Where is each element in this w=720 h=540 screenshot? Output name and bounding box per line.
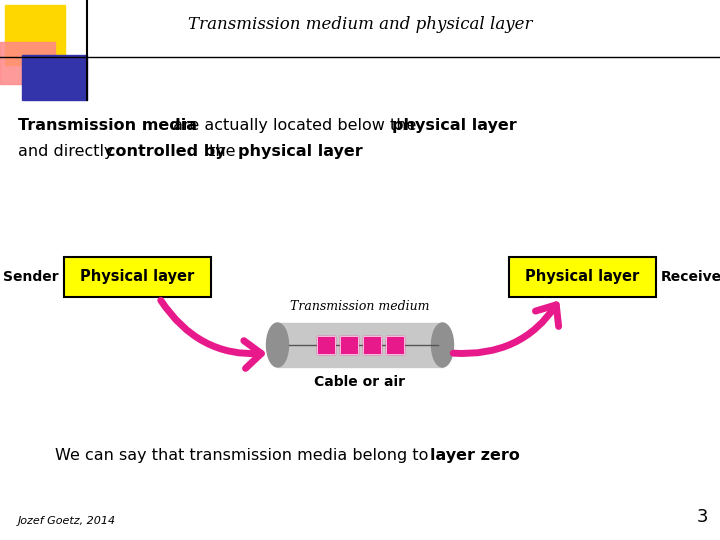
Bar [385,336,403,354]
Bar [0,42,55,84]
Bar [277,323,443,367]
Text: Physical layer: Physical layer [526,269,639,285]
FancyArrowPatch shape [161,300,261,368]
Text: and directly: and directly [18,144,119,159]
Text: Transmission medium and physical layer: Transmission medium and physical layer [188,16,532,33]
Text: 3: 3 [696,508,708,526]
Ellipse shape [266,323,289,367]
FancyBboxPatch shape [509,257,656,297]
Bar [340,336,358,354]
Bar [317,336,335,354]
Text: Jozef Goetz, 2014: Jozef Goetz, 2014 [18,516,116,526]
Text: controlled by: controlled by [106,144,225,159]
Bar [340,336,358,354]
Bar [362,336,380,354]
Text: Transmission media: Transmission media [18,118,197,133]
Text: Sender: Sender [4,270,59,284]
Text: the: the [204,144,240,159]
Text: physical layer: physical layer [238,144,363,159]
Text: are actually located below the: are actually located below the [168,118,421,133]
Bar [317,336,335,354]
Text: Cable or air: Cable or air [315,375,405,389]
FancyBboxPatch shape [64,257,211,297]
Text: We can say that transmission media belong to: We can say that transmission media belon… [55,448,433,463]
Text: Receiver: Receiver [661,270,720,284]
Bar [362,336,380,354]
Bar [385,336,403,354]
Text: Transmission medium: Transmission medium [290,300,430,313]
Bar [5,5,65,65]
Ellipse shape [431,323,454,367]
Text: physical layer: physical layer [392,118,517,133]
Bar [22,55,87,100]
Text: layer zero: layer zero [430,448,520,463]
Text: Physical layer: Physical layer [81,269,194,285]
FancyArrowPatch shape [454,305,559,354]
